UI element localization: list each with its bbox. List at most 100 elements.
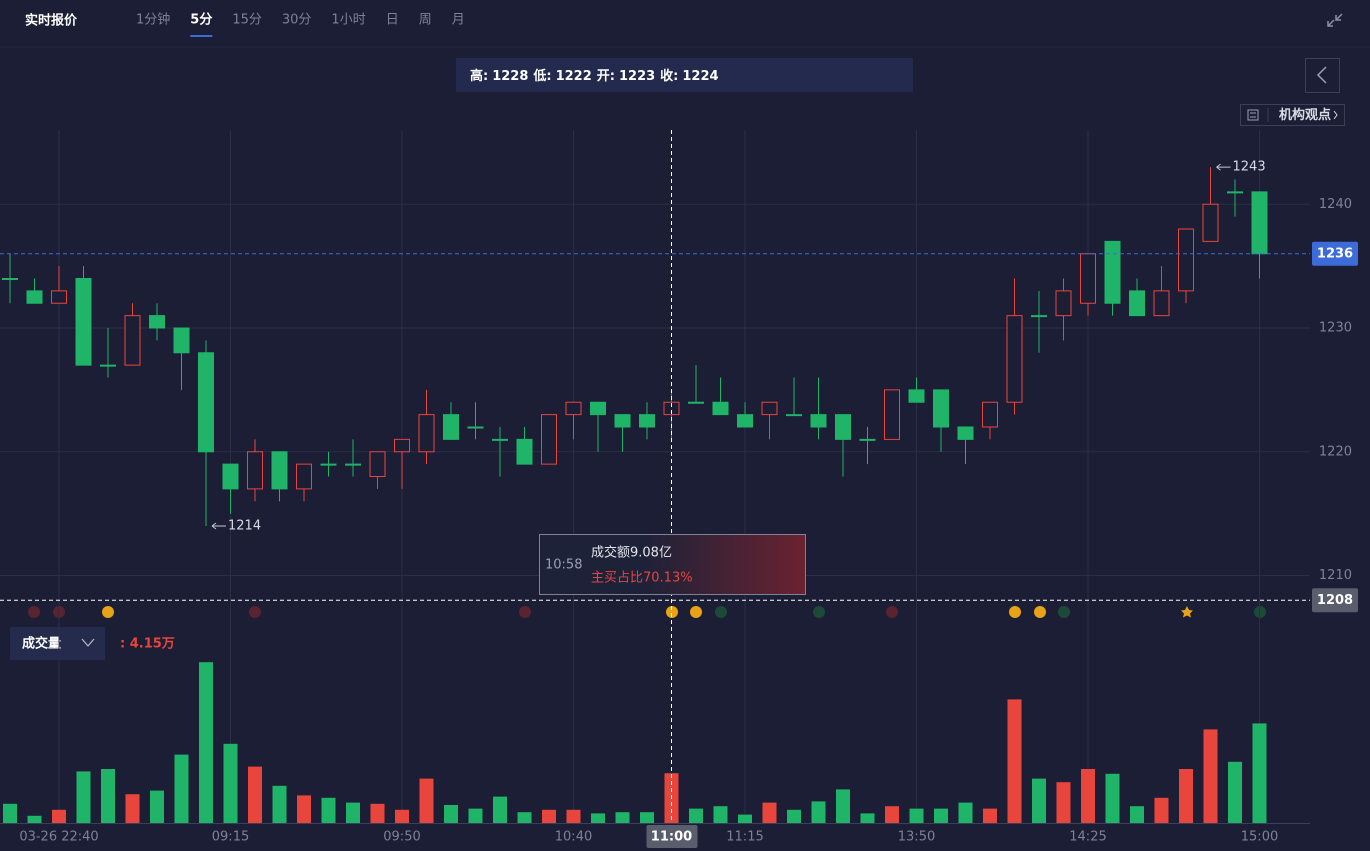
tooltip-buy-ratio: 主买占比70.13% (591, 571, 693, 586)
candle-body (149, 315, 165, 329)
volume-bar (419, 778, 434, 823)
volume-bar (983, 808, 997, 823)
event-marker[interactable] (715, 606, 727, 618)
candle-body (271, 451, 288, 490)
opinion-chevron (1333, 110, 1338, 120)
timeframe-tab[interactable]: 日 (386, 13, 399, 28)
info-label: 高: (470, 68, 488, 84)
volume-bar (101, 769, 115, 823)
timeframe-tab[interactable]: 月 (452, 13, 465, 28)
volume-bar (174, 754, 189, 823)
volume-readout: : 4.15万 (120, 637, 175, 652)
volume-bar (321, 797, 336, 823)
volume-selector[interactable] (10, 627, 105, 660)
event-marker[interactable] (1181, 606, 1193, 618)
event-marker[interactable] (690, 606, 702, 618)
volume-bar (52, 809, 66, 823)
candle-body (614, 414, 631, 428)
event-marker[interactable] (1034, 606, 1046, 618)
candle-body (1227, 191, 1243, 194)
event-marker[interactable] (519, 606, 531, 618)
crosshair-price: 1208 (1317, 593, 1353, 608)
timeframe-tab[interactable]: 5分 (190, 12, 212, 28)
tooltip-turnover: 成交额9.08亿 (591, 545, 672, 561)
opinion-label: 机构观点 (1279, 107, 1331, 123)
info-value: 1223 (619, 69, 655, 84)
event-marker[interactable] (813, 606, 825, 618)
candle-body (810, 414, 827, 428)
volume-bar (272, 785, 287, 823)
high-label-arrow (1216, 163, 1231, 171)
volume-bar (1203, 729, 1218, 823)
tooltip-time: 10:58 (545, 558, 582, 573)
candle-body (443, 414, 459, 440)
opinion-icon (1247, 109, 1259, 121)
volume-bar (1007, 699, 1022, 823)
volume-bar (346, 802, 360, 823)
candle-body (1129, 290, 1145, 317)
timeframe-tab[interactable]: 15分 (232, 13, 262, 28)
volume-bar (370, 803, 385, 823)
event-marker[interactable] (1058, 606, 1070, 618)
volume-bar (248, 766, 262, 823)
candle-body (124, 315, 141, 366)
volume-bar (1179, 769, 1193, 823)
candle-body (51, 290, 67, 304)
volume-bar (1105, 773, 1120, 823)
candle-body (173, 327, 190, 354)
collapse-icon[interactable] (1327, 13, 1343, 27)
low-label: 1214 (228, 519, 261, 534)
event-marker[interactable] (102, 606, 114, 618)
candle-body (222, 463, 239, 490)
volume-bar (468, 808, 483, 823)
last-price: 1236 (1317, 246, 1353, 261)
volume-bar (493, 796, 507, 823)
back-button[interactable] (1305, 58, 1340, 93)
volume-bar (615, 812, 630, 823)
info-label: 收: (660, 68, 678, 84)
candle-body (859, 438, 876, 441)
candle-body (835, 414, 851, 440)
volume-bar (689, 808, 703, 823)
candle-body (1080, 253, 1096, 304)
high-label: 1243 (1233, 160, 1266, 175)
event-marker[interactable] (886, 606, 898, 618)
volume-bar (640, 812, 654, 823)
timeframe-tab[interactable]: 1分钟 (136, 12, 170, 28)
crosshair-time-tag (646, 825, 698, 848)
crosshair-price-tag (1312, 588, 1358, 613)
volume-bar (1252, 723, 1267, 823)
volume-bar (591, 813, 605, 823)
tooltip (539, 534, 806, 595)
event-marker[interactable] (666, 606, 678, 618)
volume-bar (76, 771, 91, 823)
candle-body (369, 451, 386, 477)
candle-body (467, 426, 484, 429)
volume-bar (125, 794, 140, 823)
candle-body (541, 414, 557, 465)
event-marker[interactable] (1009, 606, 1021, 618)
info-text: 高: 1228 低: 1222 开: 1223 收: 1224 (470, 68, 719, 84)
info-value: 1222 (556, 69, 592, 84)
candle-body (1006, 315, 1023, 403)
candle-body (712, 401, 729, 416)
timeframe-tab[interactable]: 周 (419, 13, 432, 28)
timeframe-tab[interactable]: 30分 (282, 13, 312, 28)
timeframe-tab[interactable]: 1小时 (331, 13, 365, 28)
volume-bar (395, 809, 409, 823)
volume-bar (811, 801, 826, 823)
info-label: 低: (532, 68, 551, 84)
volume-bar (1032, 778, 1046, 823)
volume-bar (934, 808, 948, 823)
candle-body (908, 389, 925, 403)
opinion-button[interactable] (1240, 104, 1345, 126)
candle-body (1202, 203, 1219, 242)
candle-body (198, 352, 214, 453)
volume-bar (517, 812, 532, 823)
event-marker[interactable] (28, 606, 40, 618)
event-marker[interactable] (249, 606, 261, 618)
volume-bar (1154, 797, 1169, 823)
volume-bar (713, 806, 728, 823)
event-markers (28, 606, 1266, 618)
volume-title: 成交量 (22, 636, 61, 652)
